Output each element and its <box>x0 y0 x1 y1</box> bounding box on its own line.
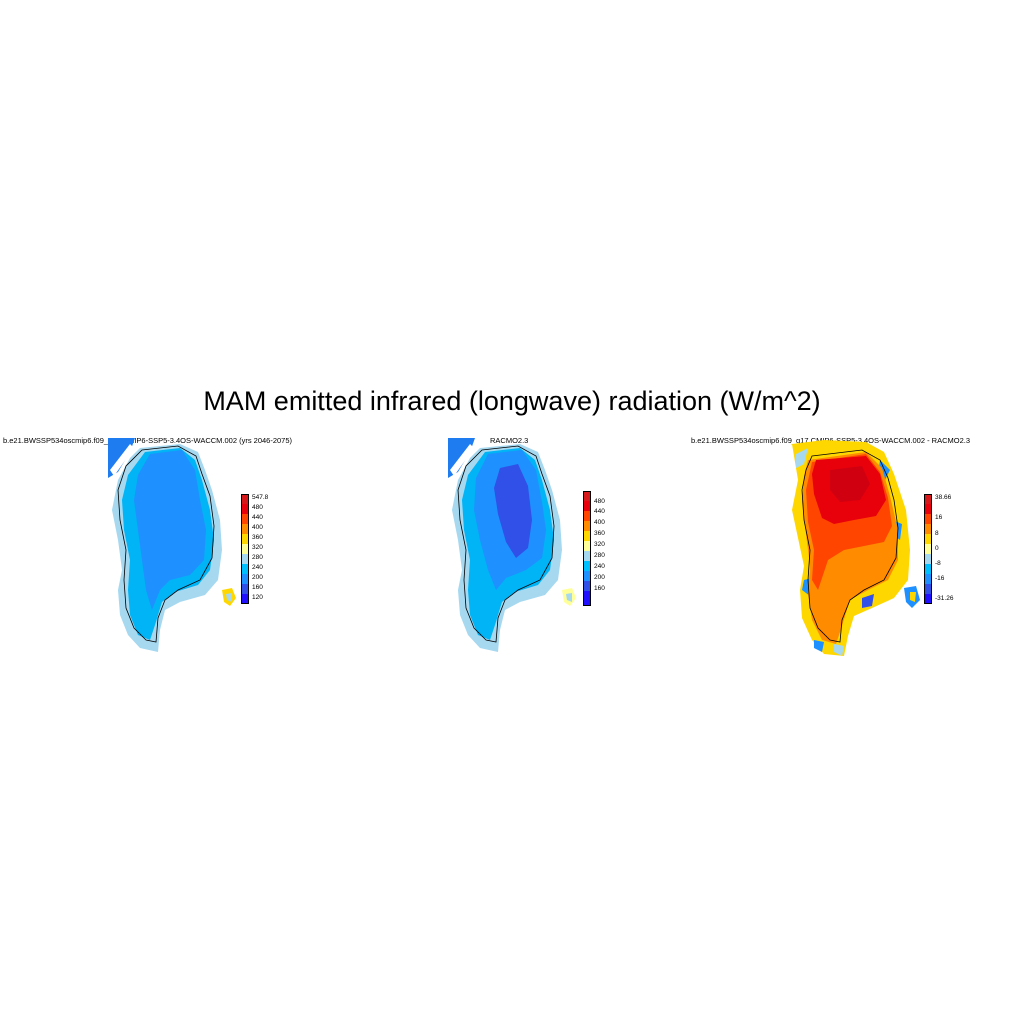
panel-2-cb-label: 160 <box>594 585 605 592</box>
figure-title: MAM emitted infrared (longwave) radiatio… <box>203 386 821 416</box>
panel-3-colorbar: 38.66 16 8 0 -8 -16 -31.26 <box>924 494 984 604</box>
panel-1-island-gap <box>110 444 134 476</box>
panel-2-map <box>448 438 576 652</box>
panel-3-cb-label: 8 <box>935 530 939 537</box>
panel-2-cb-label: 480 <box>594 498 605 505</box>
panel-2-title: RACMO2.3 <box>490 436 529 445</box>
panel-1-cb-label: 400 <box>252 524 263 531</box>
panel-3-coastline <box>801 449 899 643</box>
panel-1-cb-label: 480 <box>252 504 263 511</box>
panel-2-cb-label: 320 <box>594 541 605 548</box>
panel-2-cb-label: 400 <box>594 519 605 526</box>
panel-2-coastline <box>457 445 555 643</box>
panel-2-greenland-core <box>494 464 532 558</box>
panel-3-cb-label: -31.26 <box>935 595 954 602</box>
panel-1-cb-label: 120 <box>252 594 263 601</box>
panel-3-map <box>792 440 920 656</box>
panel-1-coastline <box>117 445 215 643</box>
panel-2-colorbar: 480 440 400 360 320 280 240 200 160 <box>583 491 643 606</box>
panel-1-cb-label: 280 <box>252 554 263 561</box>
panel-3-cb-label: -16 <box>935 575 945 582</box>
panel-1-cb-label: 160 <box>252 584 263 591</box>
panel-2-cb-label: 360 <box>594 530 605 537</box>
panel-2-cb-label: 240 <box>594 563 605 570</box>
panel-1-cb-label: 360 <box>252 534 263 541</box>
panel-1-cb-label: 547.8 <box>252 494 269 501</box>
panel-2-cb-label: 280 <box>594 552 605 559</box>
panel-2-island-gap <box>450 444 474 476</box>
panel-2-cb-label: 440 <box>594 508 605 515</box>
panel-1-colorbar: 547.8 480 440 400 360 320 280 240 200 16… <box>241 494 301 604</box>
panel-3-cb-label: 16 <box>935 514 943 521</box>
panel-1-cb-label: 240 <box>252 564 263 571</box>
panel-3-cb-label: -8 <box>935 560 941 567</box>
panel-1-cb-label: 440 <box>252 514 263 521</box>
panel-1-cb-label: 320 <box>252 544 263 551</box>
panel-3-cb-label: 0 <box>935 545 939 552</box>
panel-1-cb-label: 200 <box>252 574 263 581</box>
panel-1-map <box>108 438 236 652</box>
panel-3-cb-label: 38.66 <box>935 494 952 501</box>
panel-2-cb-label: 200 <box>594 574 605 581</box>
panel-1-title: b.e21.BWSSP534oscmip6.f09_g17.CMIP6-SSP5… <box>3 436 293 445</box>
panel-1-greenland-interior <box>134 450 206 610</box>
